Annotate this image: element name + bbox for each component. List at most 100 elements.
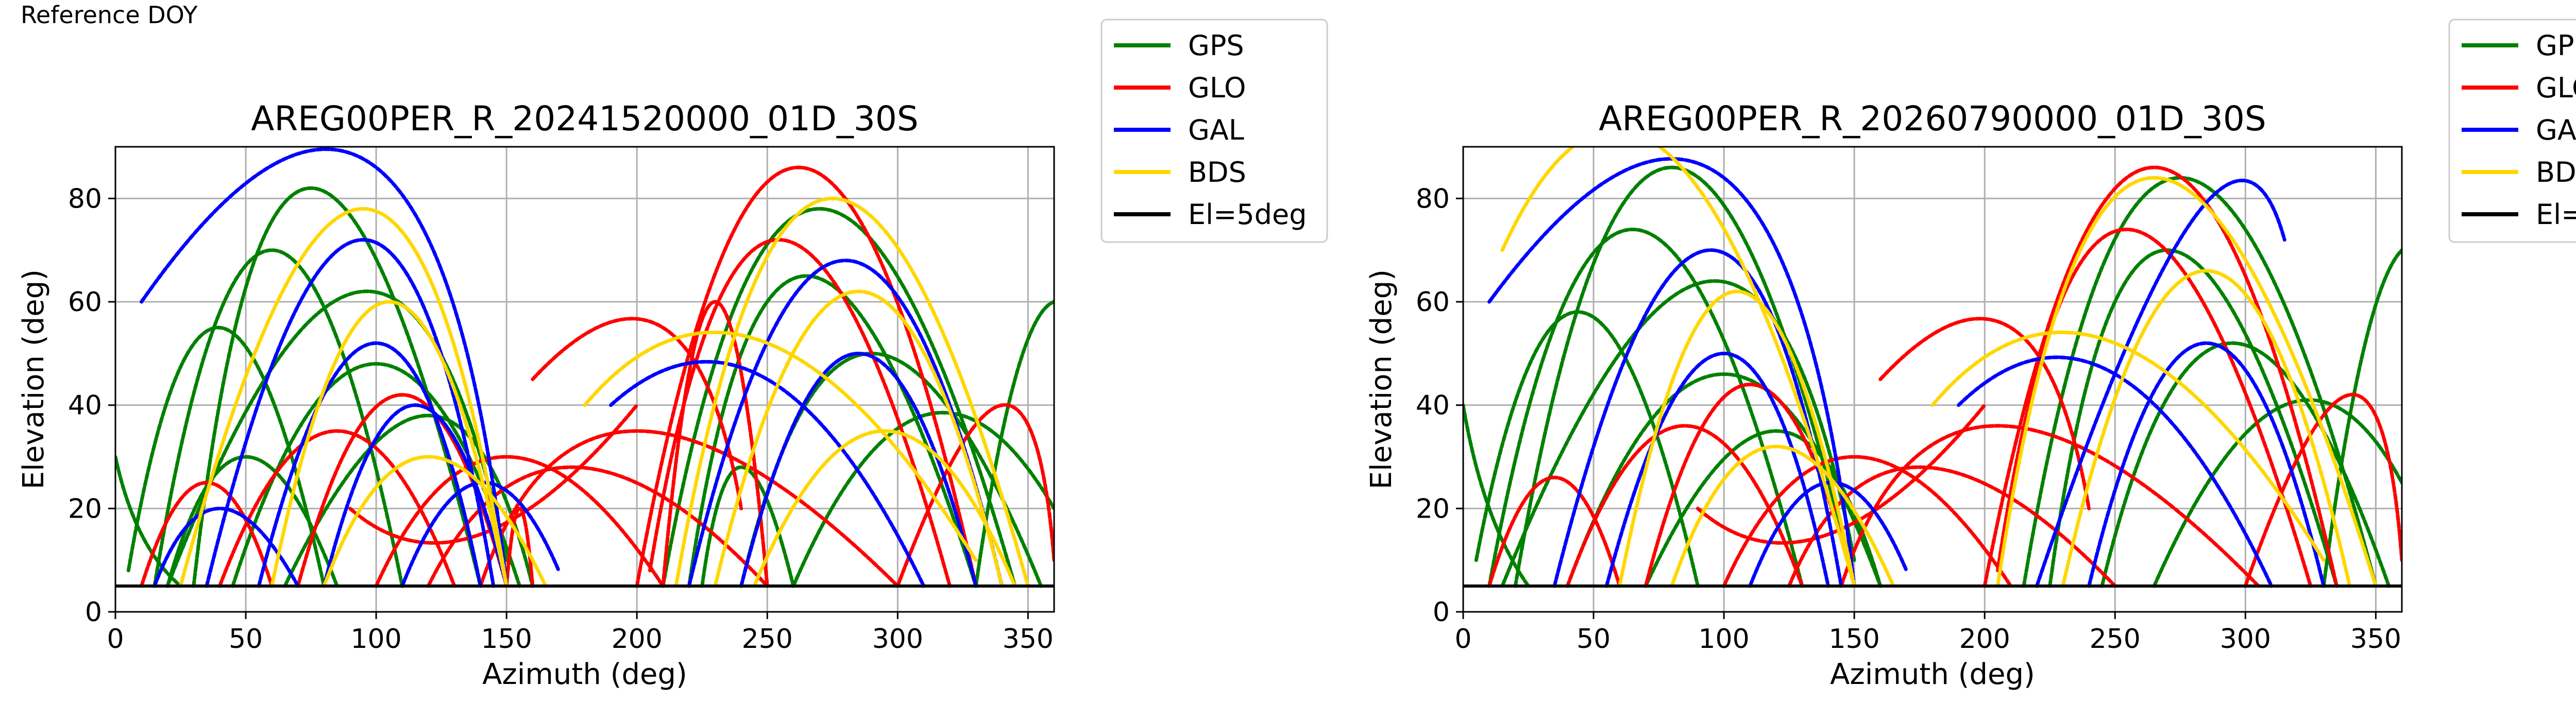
axes-frame (1462, 146, 2403, 613)
series-arc-gal (739, 351, 978, 588)
legend: GPS GLO GAL BDS El=5deg (2448, 19, 2576, 243)
y-tick-label: 0 (1433, 597, 1450, 628)
y-tick-label: 0 (85, 597, 102, 628)
series-arc-bds (179, 207, 509, 588)
series-arc-gal (2087, 341, 2326, 588)
x-tick-label: 200 (1959, 624, 2010, 655)
x-tick-label: 300 (872, 624, 923, 655)
y-axis-label: Elevation (deg) (17, 269, 50, 489)
x-tick-label: 350 (1003, 624, 1054, 655)
series-arc-glo (1487, 475, 1622, 588)
series-arc-bds (713, 289, 1004, 588)
y-axis-label: Elevation (deg) (1365, 269, 1398, 489)
series-arc-glo (1696, 403, 1987, 545)
x-tick-label: 150 (481, 624, 532, 655)
plot-area (115, 147, 1054, 588)
series-arc-glo (1787, 465, 2117, 588)
x-tick-label: 0 (1454, 624, 1471, 655)
y-tick-label: 20 (1416, 493, 1450, 524)
series-arc-bds (1670, 444, 1895, 588)
x-tick-label: 300 (2220, 624, 2271, 655)
legend-label: BDS (2536, 156, 2576, 188)
x-axis-label: Azimuth (deg) (482, 658, 687, 691)
x-tick-label: 200 (612, 624, 663, 655)
series-arc-gps (661, 207, 1017, 588)
x-tick-label: 250 (742, 624, 793, 655)
series-arc-gal (1957, 355, 2274, 588)
legend-label: GLO (1188, 72, 1246, 104)
legend-label: El=5deg (2536, 198, 2576, 231)
chart-title: AREG00PER_R_20260790000_01D_30S (1599, 99, 2266, 139)
series-arc-gps (1487, 228, 1804, 588)
series-arc-glo (348, 403, 639, 545)
y-tick-label: 60 (68, 287, 102, 318)
series-arc-glo (1878, 317, 2091, 510)
series-arc-gal (2035, 178, 2286, 588)
series-arc-gps (974, 300, 1054, 588)
series-arc-bds (270, 300, 509, 588)
chart-title: AREG00PER_R_20241520000_01D_30S (251, 99, 919, 139)
x-tick-label: 150 (1829, 624, 1880, 655)
legend: GPS GLO GAL BDS El=5deg (1100, 19, 1328, 243)
series-arc-gps (192, 186, 483, 588)
series-arc-glo (1982, 165, 2338, 588)
series-arc-bds (752, 429, 1017, 588)
legend-label: GAL (1188, 114, 1244, 146)
series-arc-bds (1618, 289, 1856, 588)
legend-label: GPS (2536, 29, 2576, 62)
x-axis-label: Azimuth (deg) (1830, 658, 2035, 691)
x-tick-label: 350 (2350, 624, 2401, 655)
x-tick-label: 250 (2090, 624, 2141, 655)
y-tick-label: 20 (68, 493, 102, 524)
series-arc-glo (531, 317, 743, 510)
series-arc-glo (1996, 228, 2313, 588)
series-arc-gal (205, 238, 496, 588)
legend-label: GPS (1188, 29, 1244, 62)
x-tick-label: 100 (1698, 624, 1749, 655)
series-arc-glo (1839, 424, 2261, 588)
series-arc-gal (322, 403, 509, 588)
y-tick-label: 40 (1416, 390, 1450, 421)
x-tick-label: 50 (229, 624, 263, 655)
series-arc-bds (322, 455, 548, 588)
series-arc-glo (1722, 455, 2013, 588)
series-arc-bds (1930, 330, 2326, 562)
axes-frame (114, 146, 1055, 613)
series-arc-gal (152, 506, 300, 588)
x-tick-label: 100 (350, 624, 401, 655)
series-arc-glo (374, 455, 665, 588)
y-tick-label: 80 (1416, 183, 1450, 214)
series-arc-gps (283, 414, 535, 588)
legend-label: El=5deg (1188, 198, 1307, 231)
legend-label: GAL (2536, 114, 2576, 146)
x-tick-label: 50 (1577, 624, 1611, 655)
y-tick-label: 60 (1416, 287, 1450, 318)
series-arc-gps (115, 455, 183, 588)
series-arc-gps (152, 248, 404, 588)
legend-label: BDS (1188, 156, 1246, 188)
series-arc-gal (1487, 157, 1856, 588)
series-arc-gal (609, 359, 926, 588)
series-arc-gps (165, 289, 509, 588)
series-arc-gal (1748, 481, 1908, 588)
series-arc-glo (479, 429, 900, 588)
series-arc-bds (2061, 269, 2352, 588)
series-arc-gps (1463, 403, 1531, 588)
series-arc-gal (1552, 248, 1843, 588)
series-arc-gal (140, 147, 509, 588)
series-arc-glo (217, 429, 456, 588)
chart-panel-2: 0 50 100 150 200 250 300 350 0 20 40 60 80 AREG00PER_… (1365, 19, 2576, 691)
series-arc-bds (1996, 176, 2378, 588)
series-arc-glo (661, 300, 769, 588)
series-arc-glo (2243, 392, 2402, 588)
series-arc-gps (791, 410, 1054, 588)
series-arc-gps (700, 465, 795, 588)
y-tick-label: 80 (68, 183, 102, 214)
series-arc-gps (2152, 398, 2402, 588)
page-label: Reference DOY (21, 1, 198, 29)
series-arc-glo (140, 481, 274, 588)
series-arc-gps (687, 274, 978, 588)
series-arc-gps (1565, 372, 1883, 588)
series-arc-bds (1500, 147, 1856, 588)
series-arc-bds (583, 330, 978, 562)
